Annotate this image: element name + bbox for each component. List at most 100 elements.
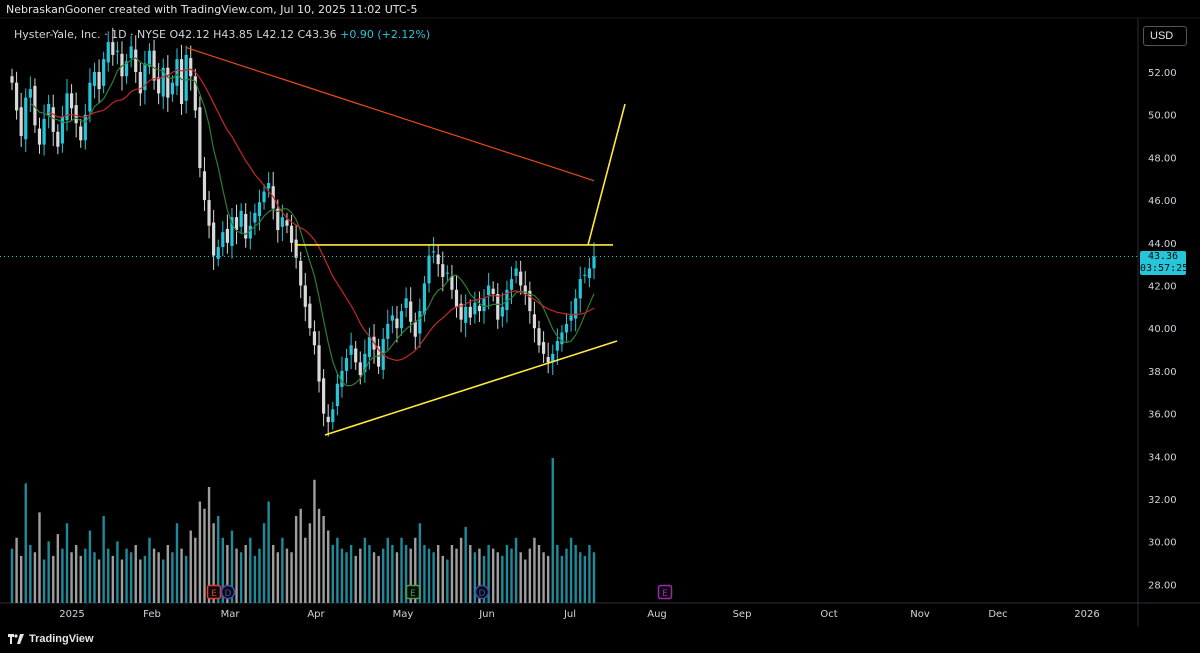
- candle-body: [564, 323, 569, 333]
- event-marker[interactable]: D: [220, 584, 236, 600]
- candle-body: [147, 50, 152, 67]
- price-chart[interactable]: 28.00 30.00 32.00 34.00 36.00 38.00 40.00 42.00…: [0, 0, 1200, 626]
- volume-bar: [262, 523, 266, 603]
- candle-body: [88, 82, 92, 112]
- candle-body: [56, 131, 60, 147]
- event-marker-shape: [405, 584, 421, 600]
- candle-body: [170, 82, 174, 95]
- candle-body: [514, 268, 518, 276]
- candle-body: [216, 247, 220, 259]
- event-marker-letter: E: [211, 589, 217, 599]
- volume-bar: [427, 548, 431, 603]
- volume-bar: [322, 516, 325, 603]
- candle-body: [358, 362, 362, 376]
- candle-body: [198, 107, 202, 169]
- volume-bar: [345, 552, 348, 603]
- candle-body: [124, 61, 129, 77]
- candle-body: [486, 285, 491, 296]
- volume-bar: [88, 530, 92, 603]
- volume-bar: [107, 548, 110, 603]
- low-value: L42.12: [256, 28, 294, 41]
- candle-body: [363, 353, 367, 372]
- currency-button[interactable]: USD: [1143, 26, 1187, 46]
- close-value: C43.36: [297, 28, 337, 41]
- candle-body: [555, 341, 559, 351]
- candle-body: [244, 213, 248, 239]
- candle-body: [69, 93, 74, 109]
- candle-body: [482, 298, 486, 312]
- volume-bar: [414, 537, 417, 603]
- candle-body: [276, 208, 280, 230]
- candle-body: [349, 345, 353, 355]
- candle-body: [432, 251, 436, 253]
- candle-body: [207, 200, 211, 226]
- candle-body: [308, 303, 312, 329]
- volume-bar: [349, 545, 353, 603]
- candle-body: [33, 85, 37, 126]
- volume-bar: [551, 458, 554, 603]
- tradingview-brand: TradingView: [29, 633, 94, 645]
- event-marker-shape: [657, 584, 673, 600]
- candle-body: [468, 306, 472, 318]
- volume-bar: [212, 523, 215, 603]
- symbol-name[interactable]: Hyster-Yale, Inc. · 1D · NYSE: [14, 28, 166, 41]
- volume-bar: [175, 523, 179, 603]
- event-marker[interactable]: E: [657, 584, 673, 600]
- event-marker[interactable]: E: [206, 584, 222, 600]
- volume-bar: [258, 548, 261, 603]
- candle-body: [280, 217, 284, 227]
- volume-bar: [47, 541, 50, 603]
- event-marker-shape: [206, 584, 222, 600]
- candle-body: [10, 76, 14, 83]
- volume-bar: [235, 548, 238, 603]
- high-value: H43.85: [213, 28, 253, 41]
- volume-bar: [33, 552, 37, 603]
- volume-bar: [409, 548, 412, 603]
- volume-bar: [308, 523, 312, 603]
- candle-body: [464, 306, 468, 323]
- volume-bar: [61, 548, 64, 603]
- candle-body: [551, 353, 555, 363]
- volume-bar: [340, 548, 344, 603]
- volume-bar: [372, 552, 376, 603]
- candle-body: [239, 210, 243, 227]
- candle-body: [450, 275, 454, 290]
- candle-body: [289, 225, 294, 243]
- volume-bar: [281, 537, 284, 603]
- candle-body: [587, 268, 592, 279]
- volume-bar: [482, 555, 486, 603]
- volume-bar: [327, 530, 330, 603]
- volume-bar: [70, 552, 73, 603]
- volume-bar: [139, 559, 142, 603]
- volume-bar: [528, 548, 532, 603]
- y-tick-label: 42.00: [1148, 282, 1177, 293]
- event-marker-shape: [474, 584, 490, 600]
- event-marker[interactable]: E: [405, 584, 421, 600]
- candle-body: [115, 50, 120, 52]
- candle-body: [24, 97, 28, 140]
- event-marker-letter: E: [662, 589, 668, 599]
- volume-bar: [221, 537, 225, 603]
- candle-body: [569, 315, 573, 321]
- volume-bar: [249, 537, 252, 603]
- candle-body: [129, 46, 133, 59]
- candle-body: [331, 409, 335, 423]
- x-tick-label: Nov: [910, 609, 930, 620]
- volume-bar: [441, 555, 444, 603]
- tradingview-logo[interactable]: TradingView: [8, 633, 94, 645]
- volume-bar: [519, 552, 522, 603]
- volume-bar: [524, 559, 527, 603]
- candle-body: [28, 89, 32, 98]
- volume-bar: [574, 545, 577, 603]
- footer: [0, 626, 1200, 653]
- x-tick-label: Mar: [221, 609, 241, 620]
- event-marker[interactable]: D: [474, 584, 490, 600]
- volume-bar: [93, 552, 96, 603]
- candle-body: [418, 311, 422, 334]
- candle-body: [253, 212, 257, 223]
- candle-body: [574, 298, 578, 319]
- ma-slow-line: [185, 46, 595, 182]
- volume-bar: [74, 545, 78, 603]
- volume-bar: [505, 545, 509, 603]
- volume-bar: [129, 552, 133, 603]
